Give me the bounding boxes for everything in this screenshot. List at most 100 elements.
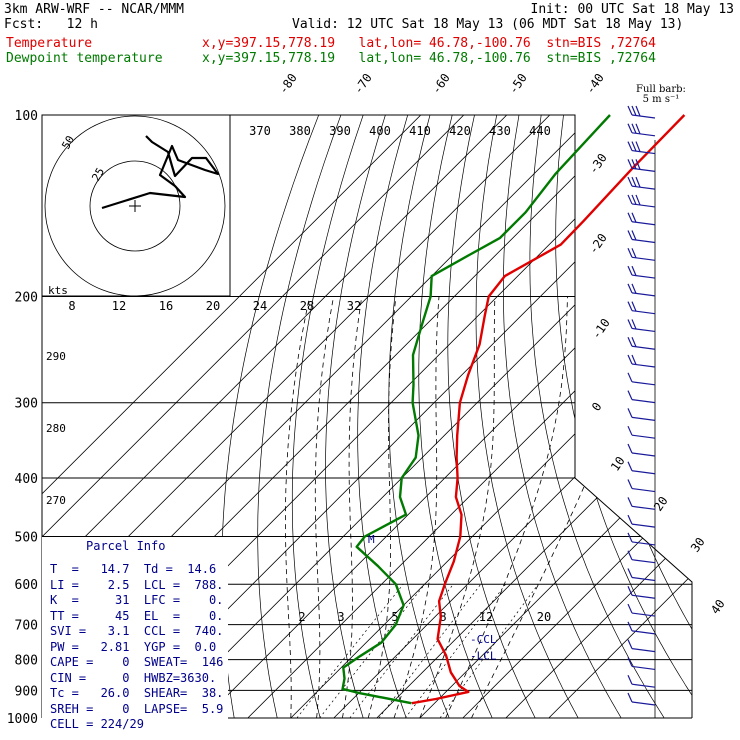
wind-barb [627,425,656,439]
moist-adiabat-line [314,296,334,718]
sounding-series [341,114,686,705]
dry-adiabat-line [388,115,450,718]
legend-dewpoint-location: x,y=397.15,778.19 lat,lon= 46.78,-100.76… [202,51,656,66]
valid-time: Valid: 12 UTC Sat 18 May 13 (06 MDT Sat … [292,17,684,32]
wind-barb [627,141,656,155]
mixing-ratio-line [296,583,404,718]
wind-barb [627,248,656,261]
moist-adiabat-line [393,296,440,718]
wind-barb [627,372,656,386]
isotherm-label: -40 [583,71,607,97]
dry-adiabat-line [221,115,320,718]
barb-legend-line2: 5 m s⁻¹ [642,94,680,105]
legend-temperature-location: x,y=397.15,778.19 lat,lon= 46.78,-100.76… [202,36,656,51]
wind-barb [627,408,656,421]
isotherm-label: -80 [276,71,300,97]
wind-barb [627,336,656,350]
dry-adiabat-line [529,115,665,718]
mixing-ratio-label: 20 [537,610,551,624]
wind-barb [627,390,656,404]
pressure-tick-label: 100 [15,109,38,124]
mixing-ratio-label: 32 [347,299,361,313]
theta-label: 290 [46,350,66,363]
theta-label: 410 [409,124,431,138]
moist-adiabat-line [285,296,310,718]
wind-barb [627,692,656,706]
isotherm-line [42,115,465,718]
mixing-ratio-label: 12 [479,610,493,624]
barb-legend: Full barb: 5 m s⁻¹ [636,85,686,105]
dry-adiabat-line [580,115,692,718]
hodograph-ring [44,115,226,297]
isotherm-label: 40 [708,597,728,617]
dry-adiabat-line [719,115,740,718]
isotherm-label: -30 [586,151,610,177]
wind-barb [627,159,656,172]
wind-barb [627,443,656,457]
dry-adiabat-line [257,115,342,718]
dry-adiabat-line [418,115,493,718]
isotherm-line [419,115,692,718]
wind-barb [627,568,656,582]
dry-adiabat-line [447,115,536,718]
moist-adiabat-line [342,296,363,718]
parcel-row: SVI = 3.1 CCL = 740. [50,624,224,638]
wind-barb [627,354,656,368]
isotherm-line [204,115,692,718]
theta-label: 370 [249,124,271,138]
mixing-ratio-label: 8 [439,610,446,624]
dewpoint-line [341,114,611,705]
moist-adiabat-line [471,296,651,718]
isotherm-label: 30 [688,535,708,555]
isotherm-label: -10 [589,316,613,342]
theta-label: 380 [289,124,311,138]
mixing-ratio-line [439,583,539,718]
wind-barb [627,550,656,564]
wind-barb [627,105,656,119]
parcel-row: CAPE = 0 SWEAT= 146 [50,655,224,669]
isotherm-line [548,115,692,718]
hodograph-ring [89,160,181,252]
wind-barb [627,532,656,546]
mixing-ratio-label: 2 [298,610,305,624]
theta-label: 280 [46,422,66,435]
wind-barb [627,283,656,297]
forecast-hour: Fcst: 12 h [4,17,98,32]
dry-adiabat-line [604,115,692,718]
wind-barb [627,265,656,279]
moist-adiabat-line [419,296,496,718]
isotherm-line [247,115,692,718]
mixing-ratio-label: 8 [68,299,75,313]
level-marker-lcl: -LCL [470,650,497,663]
parcel-row: TT = 45 EL = 0. [50,608,224,623]
parcel-row: PW = 2.81 YGP = 0.0 [50,639,217,654]
isotherm-label: -20 [586,231,610,257]
pressure-tick-label: 500 [15,530,38,545]
dry-adiabat-line [325,115,386,718]
hodograph [44,115,226,297]
mixing-ratio-label: 28 [300,299,314,313]
theta-label: 430 [489,124,511,138]
wind-barb [627,230,656,244]
mixing-ratio-line [319,583,426,718]
hodograph-ring-label: 50 [59,134,77,152]
mixing-ratio-label: 24 [253,299,267,313]
barb-legend-line1: Full barb: [636,84,686,95]
theta-label: 420 [449,124,471,138]
parcel-info-box: Parcel Info T = 14.7 Td = 14.6 LI = 2.5 … [42,537,228,735]
isotherm-label: 10 [608,454,628,474]
wind-barb [627,674,656,688]
parcel-row: SREH = 0 LAPSE= 5.9 [50,701,224,716]
isotherm-line [42,115,508,718]
wind-barb [627,319,656,333]
wind-barb [627,212,656,226]
pressure-tick-label: 1000 [7,712,38,727]
parcel-row: K = 31 LFC = 0. [50,593,224,607]
pressure-tick-label: 600 [15,578,38,593]
wind-barb [627,639,656,653]
dry-adiabat-line [651,115,692,718]
isotherm-label: -60 [429,71,453,97]
theta-label: 400 [369,124,391,138]
theta-label: 390 [329,124,351,138]
legend-temperature-label: Temperature [6,36,93,51]
